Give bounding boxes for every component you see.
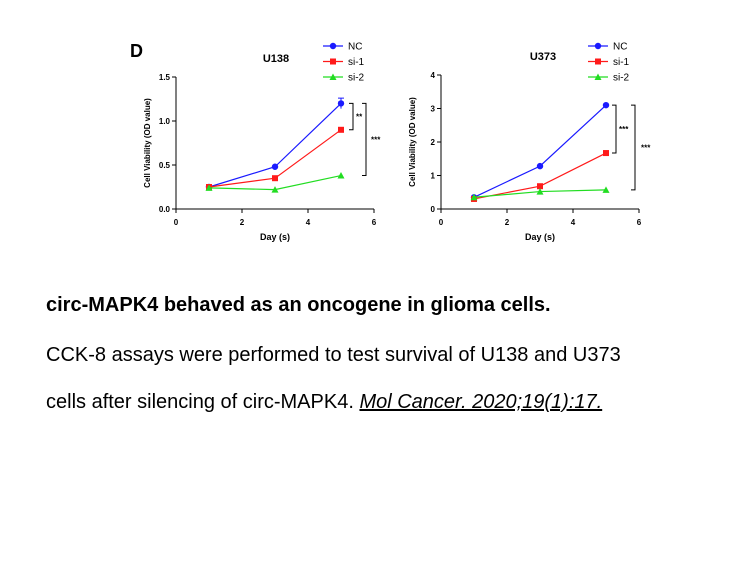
y-tick-label: 4 — [431, 71, 436, 80]
chart-u138: U138 0.0 0.5 1.0 1.5 0 2 4 6 Day (s) Cell Viabilit… — [143, 42, 381, 243]
y-tick-label: 1.5 — [159, 73, 171, 82]
x-tick-label: 4 — [571, 218, 576, 227]
data-point-si-1 — [537, 183, 543, 190]
chart-title: U138 — [263, 53, 289, 65]
y-tick-label: 1 — [431, 172, 436, 181]
data-point-si-1 — [338, 126, 344, 133]
data-point-si-1 — [603, 150, 609, 157]
legend-marker-si-2 — [329, 73, 337, 80]
legend-label-si-2: si-2 — [348, 73, 365, 84]
data-point-si-2 — [337, 172, 345, 179]
significance-bracket — [631, 104, 636, 191]
legend-label-NC: NC — [348, 42, 362, 53]
data-point-NC — [271, 163, 279, 170]
legend-marker-NC — [329, 42, 337, 50]
data-point-si-1 — [272, 175, 278, 182]
data-point-si-2 — [602, 186, 610, 193]
x-tick-label: 0 — [439, 218, 444, 227]
data-point-si-2 — [536, 188, 544, 195]
caption-title: circ-MAPK4 behaved as an oncogene in gli… — [46, 294, 551, 316]
y-tick-label: 1.0 — [159, 117, 171, 126]
x-tick-label: 2 — [505, 218, 510, 227]
caption-line-2-text: cells after silencing of circ-MAPK4. — [46, 391, 354, 413]
y-tick-label: 2 — [431, 138, 436, 147]
y-axis-label: Cell Viability (OD value) — [408, 97, 417, 187]
significance-label: *** — [619, 125, 629, 134]
significance-label: ** — [356, 113, 363, 122]
x-tick-label: 2 — [240, 218, 245, 227]
data-point-NC — [602, 101, 610, 109]
significance-label: *** — [641, 144, 651, 153]
chart-title: U373 — [530, 51, 556, 63]
legend-marker-NC — [594, 42, 602, 50]
x-tick-label: 6 — [372, 218, 377, 227]
caption-line-1: CCK-8 assays were performed to test surv… — [46, 344, 621, 366]
y-tick-label: 0.0 — [159, 205, 171, 214]
series-line-NC — [208, 102, 342, 188]
y-axis-label: Cell Viability (OD value) — [143, 98, 152, 188]
x-axis-label: Day (s) — [525, 232, 555, 242]
x-tick-label: 6 — [637, 218, 642, 227]
y-tick-label: 0 — [431, 205, 436, 214]
y-tick-label: 3 — [431, 105, 436, 114]
figure-panel-d: D U138 0.0 0.5 1.0 1.5 0 2 4 6 Day (s) Cell Viabil… — [130, 41, 651, 243]
significance-bracket — [362, 102, 367, 177]
significance-label: *** — [371, 135, 381, 144]
x-tick-label: 4 — [306, 218, 311, 227]
significance-bracket — [612, 104, 617, 154]
legend-label-si-1: si-1 — [348, 57, 365, 68]
legend-marker-si-1 — [595, 58, 601, 65]
legend-marker-si-2 — [594, 73, 602, 80]
panel-label: D — [130, 41, 143, 61]
data-point-si-2 — [470, 193, 478, 201]
data-point-si-2 — [271, 186, 279, 193]
significance-bracket — [349, 102, 354, 131]
data-point-si-2 — [205, 184, 213, 191]
legend-marker-si-1 — [330, 58, 336, 65]
legend-label-NC: NC — [613, 42, 627, 53]
x-axis-label: Day (s) — [260, 232, 290, 242]
caption-line-2: cells after silencing of circ-MAPK4. Mol… — [46, 391, 602, 414]
data-point-NC — [536, 162, 544, 170]
caption-reference-link[interactable]: Mol Cancer. 2020;19(1):17. — [359, 391, 603, 413]
legend-label-si-1: si-1 — [613, 57, 630, 68]
legend-label-si-2: si-2 — [613, 73, 630, 84]
chart-u373: U373 0 1 2 3 4 0 2 4 6 Day (s) Cell Viability (OD v… — [408, 42, 651, 243]
x-tick-label: 0 — [174, 218, 179, 227]
y-tick-label: 0.5 — [159, 161, 171, 170]
